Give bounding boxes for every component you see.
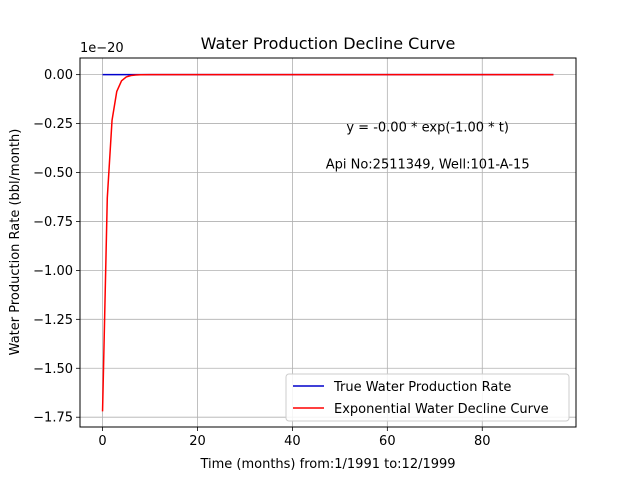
well-annotation: Api No:2511349, Well:101-A-15 <box>326 158 530 173</box>
x-tick-label: 0 <box>98 434 106 449</box>
grid-lines <box>80 58 576 427</box>
series-line-decline-curve <box>101 73 554 412</box>
y-axis-label: Water Production Rate (bbl/month) <box>8 129 23 356</box>
x-tick-label: 20 <box>189 434 206 449</box>
legend-label-true-rate: True Water Production Rate <box>333 380 511 395</box>
y-offset-label: 1e−20 <box>80 41 124 56</box>
x-tick-label: 40 <box>284 434 301 449</box>
x-tick-label: 60 <box>379 434 396 449</box>
y-tick-label: 0.00 <box>44 68 73 83</box>
legend-label-decline-curve: Exponential Water Decline Curve <box>334 402 549 417</box>
x-axis-label: Time (months) from:1/1991 to:12/1999 <box>199 457 455 472</box>
y-tick-label: −0.75 <box>33 215 73 230</box>
legend-box <box>285 373 570 422</box>
plot-lines <box>101 73 554 412</box>
equation-annotation: y = -0.00 * exp(-1.00 * t) <box>346 120 509 135</box>
legend: True Water Production Rate Exponential W… <box>285 373 570 422</box>
plot-frame <box>79 57 577 428</box>
chart-title: Water Production Decline Curve <box>201 34 456 53</box>
axis-ticks: 0 20 40 60 80 0.00 −0.25 −0.50 −0.75 −1.00 −1.25 −1… <box>33 68 490 449</box>
y-tick-label: −1.50 <box>33 362 73 377</box>
y-tick-label: −0.25 <box>33 117 73 132</box>
y-tick-label: −1.75 <box>33 411 73 426</box>
x-tick-label: 80 <box>474 434 491 449</box>
y-tick-label: −1.00 <box>33 264 73 279</box>
y-tick-label: −0.50 <box>33 166 73 181</box>
y-tick-label: −1.25 <box>33 313 73 328</box>
